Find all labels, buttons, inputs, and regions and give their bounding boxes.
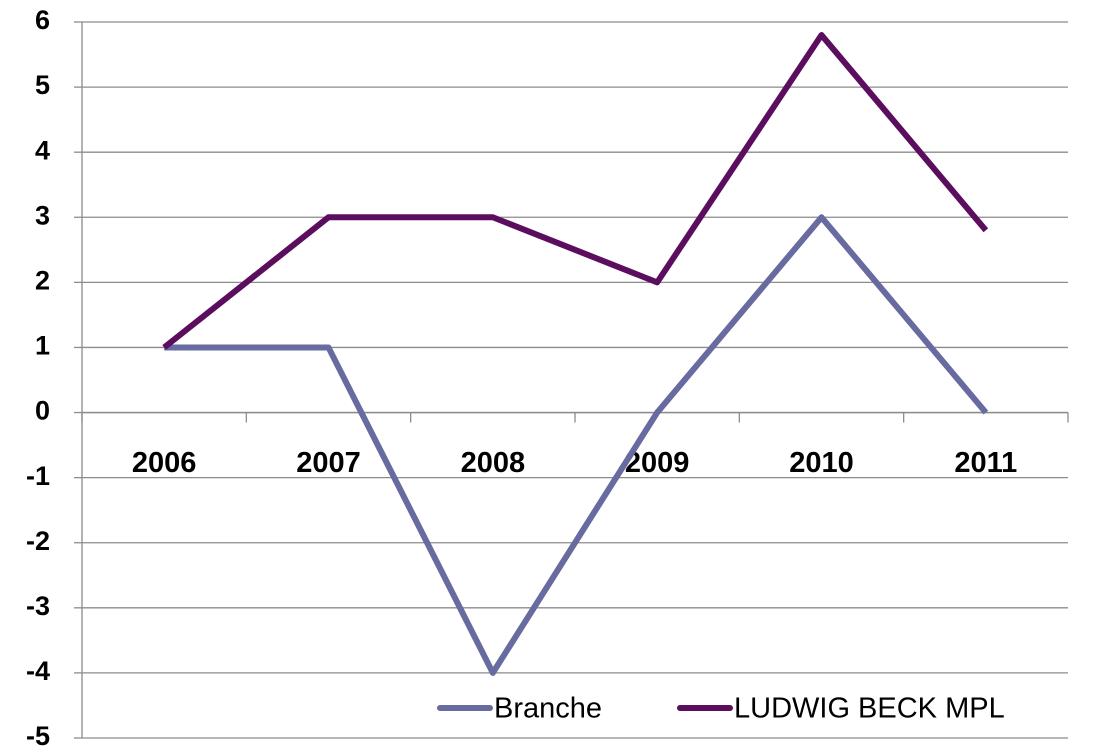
x-tick-label: 2007 (296, 447, 361, 479)
y-tick-label: 1 (35, 331, 50, 361)
y-tick-label: 5 (35, 70, 50, 100)
y-tick-label: -4 (26, 656, 50, 686)
series-line (164, 214, 989, 676)
legend-label: LUDWIG BECK MPL (734, 693, 1005, 725)
y-tick-label: -2 (26, 526, 50, 556)
y-tick-label: 3 (35, 200, 50, 230)
legend-label: Branche (494, 693, 602, 725)
y-tick-label: 4 (35, 135, 50, 165)
y-tick-label: 2 (35, 265, 50, 295)
x-tick-label: 2009 (625, 447, 690, 479)
x-tick-label: 2011 (954, 447, 1017, 479)
x-tick-label: 2008 (461, 447, 526, 479)
x-tick-label: 2010 (789, 447, 854, 479)
y-tick-label: -1 (26, 461, 50, 491)
series-line (162, 32, 989, 350)
x-tick-label: 2006 (132, 447, 197, 479)
y-tick-label: 0 (35, 396, 50, 426)
y-tick-label: 6 (35, 5, 50, 35)
y-tick-label: -5 (26, 721, 50, 751)
y-tick-label: -3 (26, 591, 50, 621)
